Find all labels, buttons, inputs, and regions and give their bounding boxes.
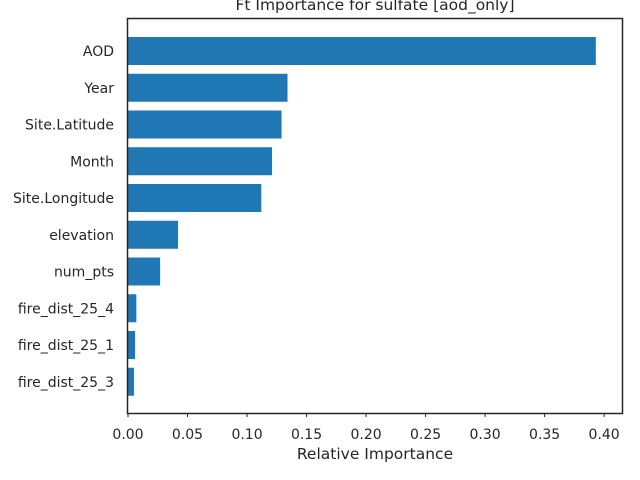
y-tick-label: Month: [70, 154, 114, 170]
y-tick-label: fire_dist_25_3: [18, 375, 114, 391]
y-tick-label: fire_dist_25_4: [18, 301, 114, 317]
y-tick-label: Year: [83, 81, 114, 97]
y-tick-label: Site.Longitude: [13, 191, 114, 207]
y-tick-label: Site.Latitude: [25, 118, 114, 134]
plot-frame: [126, 17, 624, 415]
x-tick-label: 0.20: [350, 427, 381, 443]
bar-fire_dist_25_4: [128, 294, 137, 323]
x-ticks: 0.00 0.05 0.10 0.15 0.20 0.25 0.30 0.35 0.40: [112, 413, 620, 443]
x-tick-label: 0.05: [172, 427, 203, 443]
bar-fire_dist_25_1: [128, 331, 136, 359]
bar-Site.Latitude: [128, 110, 282, 139]
x-tick-label: 0.40: [589, 427, 620, 443]
y-tick-label: num_pts: [54, 265, 114, 281]
x-tick-label: 0.00: [112, 427, 143, 443]
y-tick-label: fire_dist_25_1: [18, 338, 114, 354]
bar-Site.Longitude: [128, 184, 262, 212]
bar-fire_dist_25_3: [128, 367, 134, 396]
x-tick-label: 0.35: [529, 427, 560, 443]
bar-Month: [128, 147, 273, 176]
y-tick-label: elevation: [49, 228, 114, 244]
y-tick-labels: AOD Year Site.Latitude Month Site.Longitude e…: [13, 44, 114, 391]
x-tick-label: 0.30: [470, 427, 501, 443]
x-tick-label: 0.25: [410, 427, 441, 443]
bar-elevation: [128, 220, 178, 249]
bar-num_pts: [128, 257, 161, 286]
x-tick-label: 0.10: [231, 427, 262, 443]
bar-Year: [128, 73, 288, 102]
bars-group: [128, 37, 596, 396]
chart-title: Ft Importance for sulfate [aod_only]: [235, 0, 514, 15]
x-tick-label: 0.15: [291, 427, 322, 443]
y-tick-label: AOD: [83, 44, 114, 60]
bar-AOD: [128, 37, 596, 65]
x-axis-label: Relative Importance: [297, 445, 453, 463]
